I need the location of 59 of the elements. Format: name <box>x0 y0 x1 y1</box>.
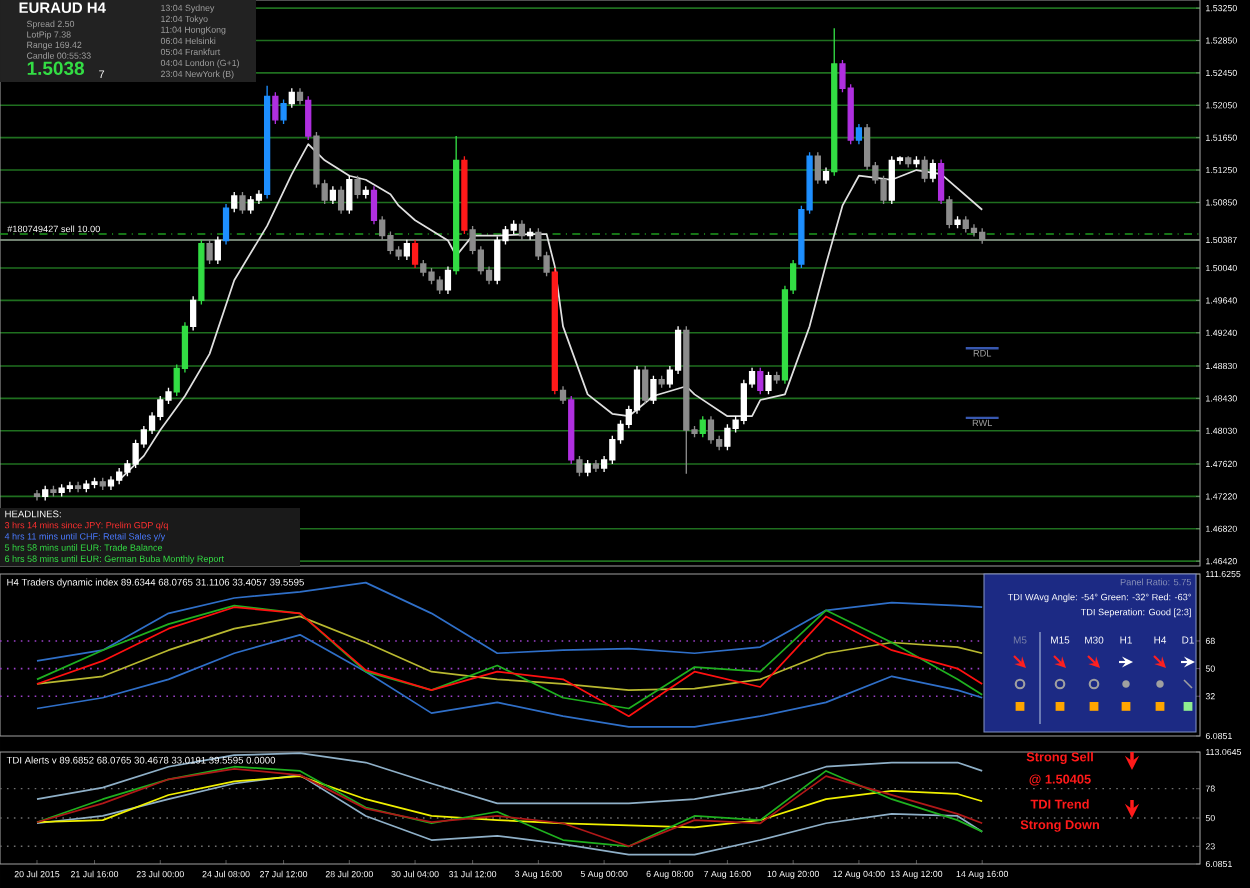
candlestick <box>107 475 115 491</box>
candlestick <box>58 483 65 498</box>
candlestick <box>527 227 534 241</box>
candlestick <box>296 87 304 106</box>
candlestick <box>354 175 361 200</box>
line-series <box>36 615 984 691</box>
candlestick <box>33 489 41 502</box>
candlestick <box>855 123 863 145</box>
candlestick <box>765 371 772 396</box>
candlestick <box>411 239 419 269</box>
candlestick <box>74 481 82 493</box>
candlestick <box>272 91 279 125</box>
candlestick <box>707 415 715 445</box>
candlestick <box>420 259 427 277</box>
annotation: 1.5038 <box>27 61 85 76</box>
candlestick <box>280 98 287 125</box>
candlestick <box>116 467 123 485</box>
candlestick <box>329 185 337 205</box>
candlestick <box>337 185 345 215</box>
line-series <box>36 633 984 728</box>
candlestick <box>42 485 49 502</box>
candlestick <box>683 325 690 475</box>
candlestick <box>190 295 197 332</box>
candlestick <box>83 479 90 493</box>
candlestick <box>773 371 780 385</box>
candlestick <box>436 275 443 295</box>
candlestick <box>362 185 369 200</box>
candlestick <box>954 215 961 230</box>
candlestick <box>239 191 246 215</box>
candlestick <box>50 485 57 498</box>
candlestick <box>822 166 830 185</box>
candlestick <box>66 481 74 493</box>
candlestick <box>724 423 731 451</box>
candlestick <box>198 239 205 306</box>
candlestick <box>592 459 600 473</box>
candlestick <box>91 477 98 489</box>
candlestick <box>247 195 254 215</box>
candlestick <box>576 455 583 477</box>
candlestick <box>444 265 452 295</box>
candlestick <box>99 477 106 491</box>
candlestick <box>559 385 567 405</box>
candlestick <box>913 155 920 169</box>
candlestick <box>584 459 591 477</box>
candlestick <box>946 195 953 230</box>
candlestick <box>231 191 238 213</box>
candlestick <box>642 365 649 405</box>
candlestick <box>921 155 928 183</box>
candlestick <box>461 155 468 235</box>
candlestick <box>905 155 912 169</box>
candlestick <box>658 375 665 389</box>
candlestick <box>370 185 378 225</box>
candlestick <box>222 203 230 246</box>
line-series <box>36 775 984 829</box>
candlestick <box>937 158 945 205</box>
candlestick <box>403 239 410 261</box>
candlestick <box>962 215 969 234</box>
candlestick <box>214 235 221 265</box>
candlestick <box>929 158 937 183</box>
candlestick <box>650 375 657 405</box>
